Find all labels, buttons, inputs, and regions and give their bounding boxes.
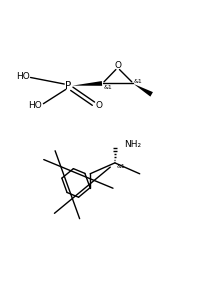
Polygon shape [73,81,102,86]
Text: P: P [65,81,71,91]
Text: &1: &1 [104,85,113,90]
Text: O: O [95,101,102,110]
Text: &1: &1 [134,79,143,84]
Text: HO: HO [29,101,42,110]
Polygon shape [134,84,153,97]
Text: HO: HO [16,72,29,81]
Text: &1: &1 [117,164,126,169]
Text: O: O [114,61,121,70]
Text: NH₂: NH₂ [124,139,141,148]
